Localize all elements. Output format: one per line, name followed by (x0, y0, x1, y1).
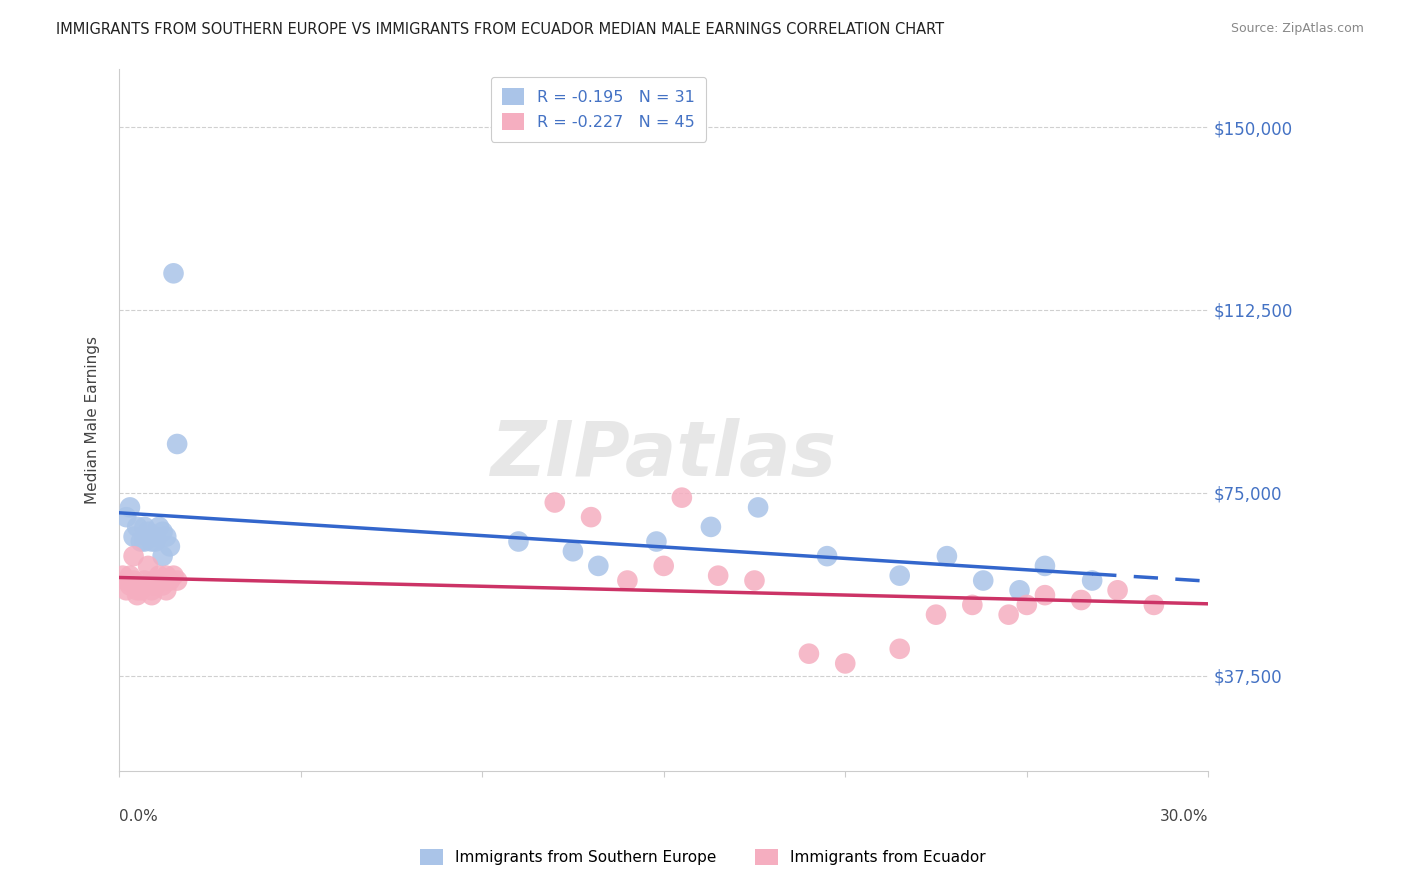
Legend: R = -0.195   N = 31, R = -0.227   N = 45: R = -0.195 N = 31, R = -0.227 N = 45 (491, 77, 706, 142)
Text: Source: ZipAtlas.com: Source: ZipAtlas.com (1230, 22, 1364, 36)
Point (134, 534, 156, 549)
Point (152, 578, 174, 592)
Point (141, 588, 163, 602)
Point (1081, 574, 1104, 588)
Text: IMMIGRANTS FROM SOUTHERN EUROPE VS IMMIGRANTS FROM ECUADOR MEDIAN MALE EARNINGS : IMMIGRANTS FROM SOUTHERN EUROPE VS IMMIG… (56, 22, 945, 37)
Point (118, 568, 141, 582)
Point (136, 558, 159, 573)
Y-axis label: Median Male Earnings: Median Male Earnings (86, 335, 100, 504)
Point (118, 500, 141, 515)
Point (122, 530, 145, 544)
Point (834, 657, 856, 671)
Point (141, 583, 163, 598)
Point (962, 598, 984, 612)
Text: 0.0%: 0.0% (120, 809, 157, 824)
Point (152, 574, 174, 588)
Point (925, 607, 948, 622)
Point (1033, 588, 1056, 602)
Point (115, 574, 138, 588)
Point (166, 574, 188, 588)
Point (115, 583, 138, 598)
Point (744, 574, 766, 588)
Point (671, 491, 693, 505)
Point (652, 558, 675, 573)
Point (166, 437, 188, 451)
Point (129, 583, 152, 598)
Point (616, 574, 638, 588)
Point (645, 534, 668, 549)
Point (889, 568, 911, 582)
Point (111, 568, 134, 582)
Point (162, 266, 184, 280)
Point (155, 530, 177, 544)
Point (588, 558, 610, 573)
Point (122, 549, 145, 563)
Point (162, 568, 184, 582)
Point (143, 578, 166, 592)
Point (1070, 593, 1092, 607)
Point (148, 520, 170, 534)
Point (972, 574, 994, 588)
Point (155, 568, 177, 582)
Point (152, 524, 174, 539)
Point (127, 520, 149, 534)
Point (155, 583, 177, 598)
Point (118, 578, 141, 592)
Point (134, 574, 156, 588)
Point (152, 549, 174, 563)
Point (134, 520, 156, 534)
Point (889, 641, 911, 656)
Text: ZIPatlas: ZIPatlas (491, 417, 837, 491)
Point (129, 578, 152, 592)
Point (159, 574, 181, 588)
Point (579, 510, 602, 524)
Point (747, 500, 769, 515)
Point (134, 578, 156, 592)
Point (136, 524, 159, 539)
Point (148, 574, 170, 588)
Point (508, 534, 530, 549)
Point (797, 647, 820, 661)
Point (544, 495, 567, 509)
Point (1033, 558, 1056, 573)
Text: 30.0%: 30.0% (1160, 809, 1208, 824)
Point (561, 544, 583, 558)
Point (815, 549, 838, 563)
Point (127, 588, 149, 602)
Point (1015, 598, 1038, 612)
Point (122, 574, 145, 588)
Point (143, 534, 166, 549)
Point (159, 540, 181, 554)
Point (143, 574, 166, 588)
Point (129, 534, 152, 549)
Point (1143, 598, 1166, 612)
Point (707, 568, 730, 582)
Point (115, 510, 138, 524)
Point (935, 549, 957, 563)
Legend: Immigrants from Southern Europe, Immigrants from Ecuador: Immigrants from Southern Europe, Immigra… (415, 843, 991, 871)
Point (997, 607, 1019, 622)
Point (1008, 583, 1031, 598)
Point (700, 520, 723, 534)
Point (1107, 583, 1129, 598)
Point (127, 583, 149, 598)
Point (148, 568, 170, 582)
Point (141, 534, 163, 549)
Point (143, 530, 166, 544)
